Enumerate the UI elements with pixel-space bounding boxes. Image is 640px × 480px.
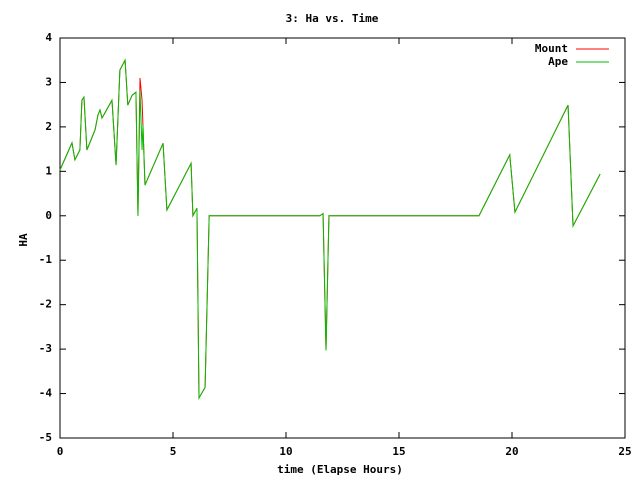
y-axis-label: HA bbox=[17, 233, 30, 247]
chart-title: 3: Ha vs. Time bbox=[286, 12, 379, 25]
plot-border bbox=[59, 37, 626, 439]
y-tick-label: 0 bbox=[45, 209, 52, 222]
y-tick-label: 3 bbox=[45, 75, 52, 88]
x-tick-label: 10 bbox=[279, 445, 292, 458]
x-tick-label: 25 bbox=[618, 445, 631, 458]
y-tick-label: 1 bbox=[45, 164, 52, 177]
y-tick-label: -1 bbox=[39, 253, 53, 266]
y-tick-label: -4 bbox=[39, 387, 53, 400]
y-tick-label: 4 bbox=[45, 31, 52, 44]
y-tick-label: 2 bbox=[45, 120, 52, 133]
legend-label: Ape bbox=[548, 55, 568, 68]
x-tick-label: 5 bbox=[170, 445, 177, 458]
x-tick-label: 15 bbox=[392, 445, 405, 458]
x-tick-label: 0 bbox=[57, 445, 64, 458]
x-tick-label: 20 bbox=[505, 445, 518, 458]
y-tick-label: -2 bbox=[39, 298, 52, 311]
legend-label: Mount bbox=[535, 42, 568, 55]
series-line bbox=[59, 58, 601, 400]
y-tick-label: -5 bbox=[39, 431, 52, 444]
x-axis-label: time (Elapse Hours) bbox=[277, 463, 403, 476]
y-tick-label: -3 bbox=[39, 342, 52, 355]
